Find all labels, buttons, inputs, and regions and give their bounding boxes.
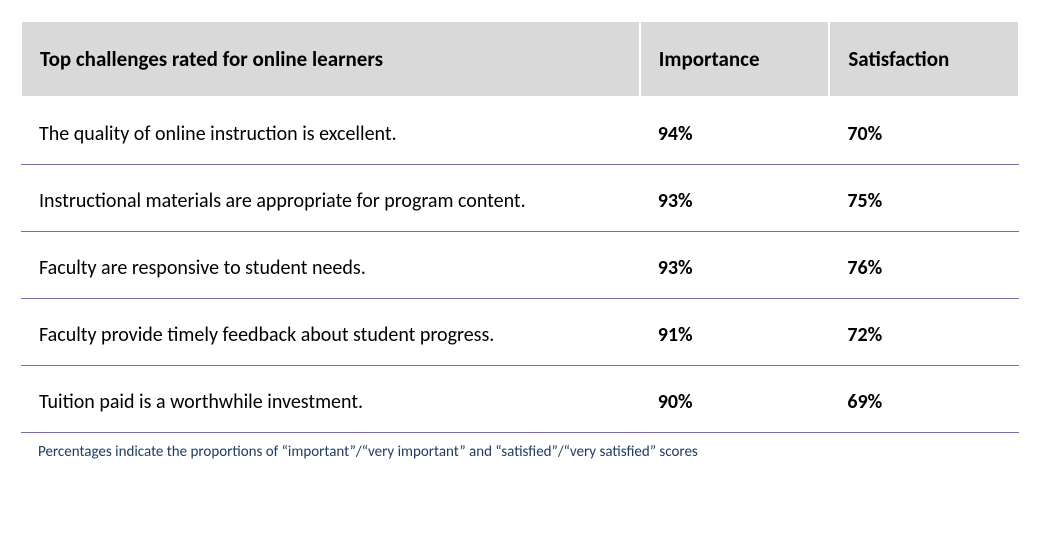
table-header-row: Top challenges rated for online learners… <box>21 21 1019 97</box>
cell-importance: 90% <box>640 366 830 433</box>
col-header-challenge: Top challenges rated for online learners <box>21 21 640 97</box>
cell-satisfaction: 69% <box>829 366 1019 433</box>
cell-satisfaction: 72% <box>829 299 1019 366</box>
challenges-table-container: Top challenges rated for online learners… <box>20 20 1020 461</box>
cell-challenge: Instructional materials are appropriate … <box>21 165 640 232</box>
cell-importance: 94% <box>640 97 830 165</box>
cell-satisfaction: 70% <box>829 97 1019 165</box>
table-row: The quality of online instruction is exc… <box>21 97 1019 165</box>
cell-satisfaction: 76% <box>829 232 1019 299</box>
col-header-satisfaction: Satisfaction <box>829 21 1019 97</box>
table-row: Tuition paid is a worthwhile investment.… <box>21 366 1019 433</box>
cell-challenge: The quality of online instruction is exc… <box>21 97 640 165</box>
cell-importance: 91% <box>640 299 830 366</box>
challenges-table: Top challenges rated for online learners… <box>20 20 1020 433</box>
cell-challenge: Faculty are responsive to student needs. <box>21 232 640 299</box>
cell-importance: 93% <box>640 232 830 299</box>
table-row: Faculty are responsive to student needs.… <box>21 232 1019 299</box>
table-row: Faculty provide timely feedback about st… <box>21 299 1019 366</box>
col-header-importance: Importance <box>640 21 830 97</box>
cell-satisfaction: 75% <box>829 165 1019 232</box>
cell-challenge: Faculty provide timely feedback about st… <box>21 299 640 366</box>
table-row: Instructional materials are appropriate … <box>21 165 1019 232</box>
cell-challenge: Tuition paid is a worthwhile investment. <box>21 366 640 433</box>
table-footnote: Percentages indicate the proportions of … <box>20 443 1020 461</box>
cell-importance: 93% <box>640 165 830 232</box>
